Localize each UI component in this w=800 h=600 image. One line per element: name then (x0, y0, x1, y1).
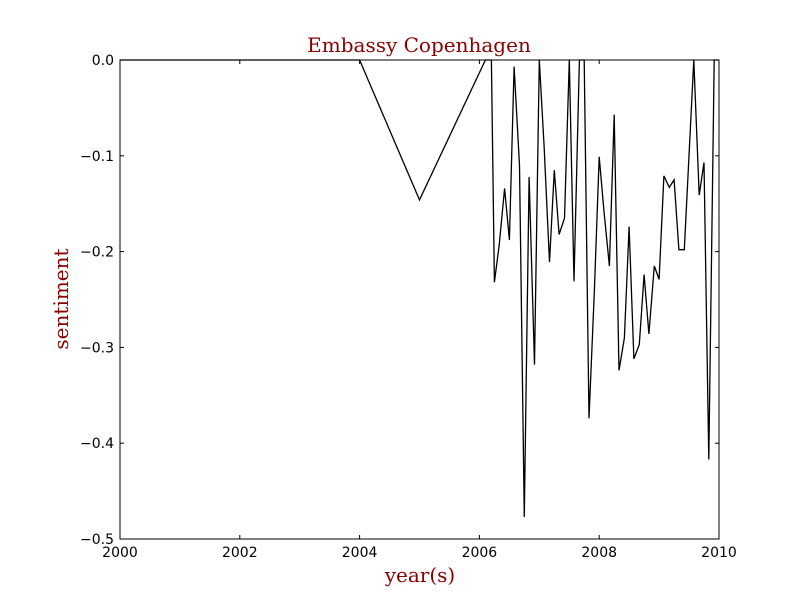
y-tick-label: −0.3 (80, 340, 114, 356)
plot-frame (119, 59, 720, 540)
x-tick-label: 2004 (342, 545, 378, 561)
y-tick-label: −0.5 (80, 532, 114, 548)
y-tick-label: 0.0 (92, 53, 114, 69)
x-tick-label: 2008 (581, 545, 617, 561)
ticks-layer: 2000 2002 2004 2006 2008 2010 0.0 −0.1 −0.2 −0.3 −… (80, 53, 737, 561)
x-axis-title: year(s) (384, 563, 456, 587)
x-tick-label: 2000 (102, 545, 138, 561)
x-tick-label: 2010 (701, 545, 737, 561)
y-axis-title: sentiment (49, 248, 73, 349)
x-tick-label: 2006 (462, 545, 498, 561)
series-line-0 (120, 59, 719, 518)
x-tick-label: 2002 (222, 545, 258, 561)
series-layer (120, 59, 719, 518)
y-tick-label: −0.4 (80, 436, 114, 452)
chart-title: Embassy Copenhagen (307, 33, 531, 57)
y-tick-label: −0.2 (80, 245, 114, 261)
y-tick-label: −0.1 (80, 149, 114, 165)
